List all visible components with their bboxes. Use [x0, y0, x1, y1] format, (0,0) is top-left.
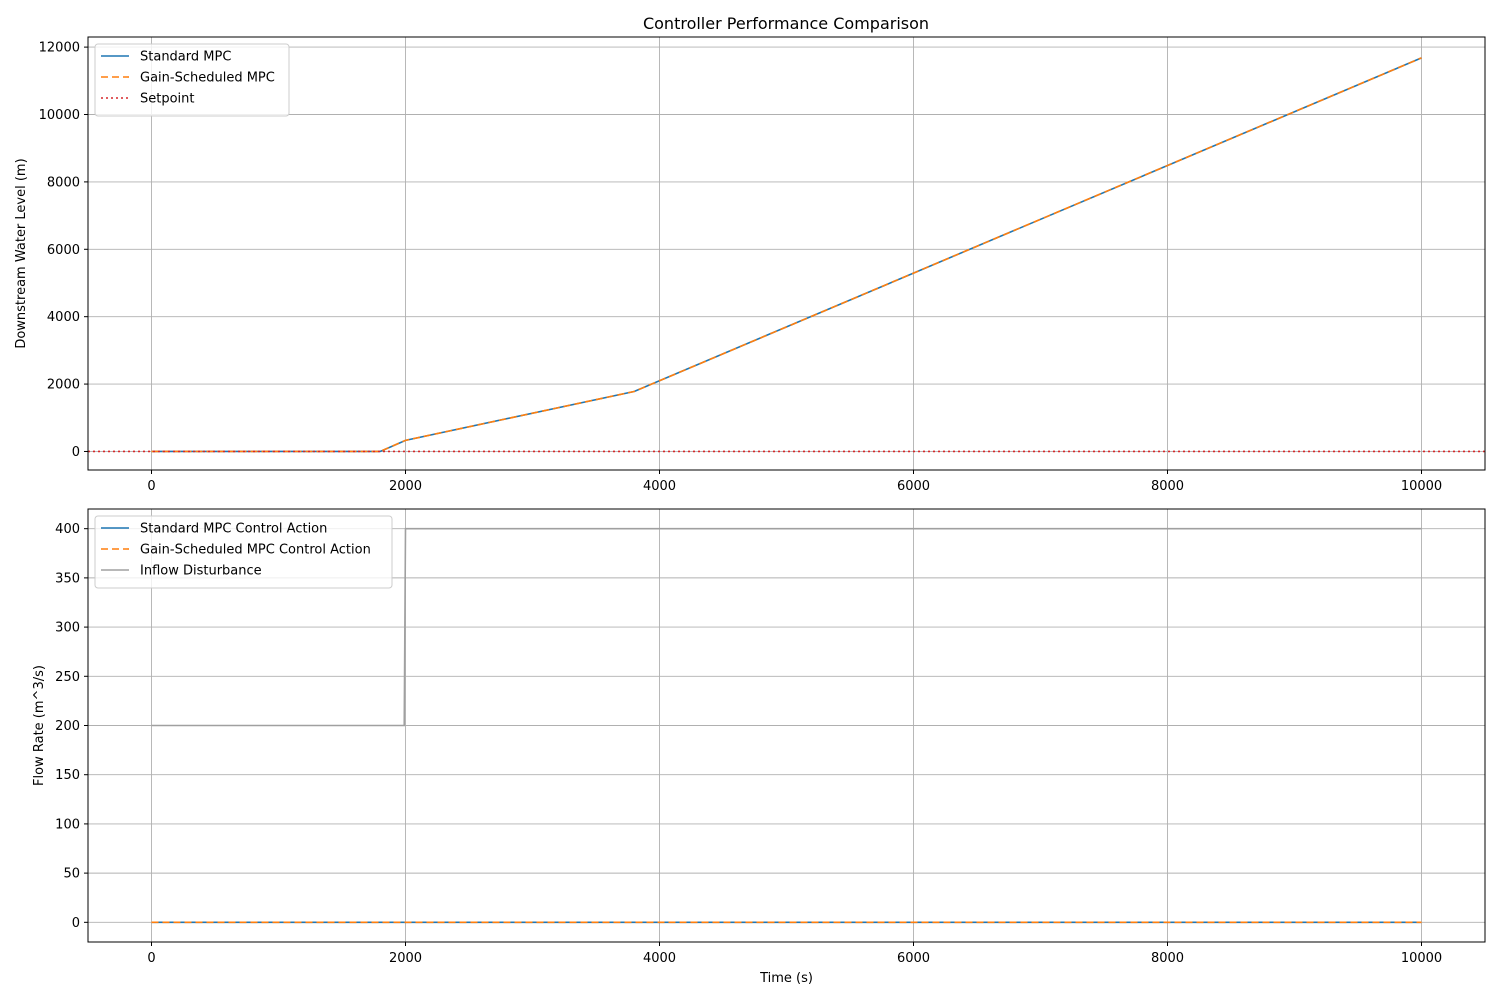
y-tick-label: 10000 — [39, 108, 80, 123]
y-tick-label: 400 — [55, 522, 80, 537]
legend-label: Inflow Disturbance — [140, 564, 262, 579]
y-tick-label: 150 — [55, 768, 80, 783]
legend-label: Standard MPC — [140, 50, 231, 65]
x-tick-label: 8000 — [1151, 951, 1184, 966]
series-line-0-1 — [151, 57, 1422, 453]
y-axis-label: Flow Rate (m^3/s) — [32, 665, 47, 786]
y-tick-label: 0 — [72, 916, 80, 931]
legend-box — [94, 515, 393, 589]
y-tick-label: 100 — [55, 817, 80, 832]
x-tick-label: 0 — [147, 479, 155, 494]
y-tick-label: 300 — [55, 621, 80, 636]
x-tick-label: 2000 — [389, 951, 422, 966]
y-tick-label: 4000 — [47, 310, 80, 325]
y-tick-label: 6000 — [47, 243, 80, 258]
x-tick-label: 6000 — [897, 951, 930, 966]
bottom-panel: 0 2000 4000 6000 8000 10000 0 50 100 150 200 250 300… — [32, 508, 1486, 986]
y-tick-label: 8000 — [47, 175, 80, 190]
x-tick-label: 6000 — [897, 479, 930, 494]
x-tick-label: 4000 — [643, 951, 676, 966]
y-tick-label: 50 — [63, 867, 80, 882]
x-tick-label: 10000 — [1401, 951, 1442, 966]
y-tick-label: 250 — [55, 670, 80, 685]
legend-label: Gain-Scheduled MPC — [140, 71, 275, 86]
legend-label: Standard MPC Control Action — [140, 522, 327, 537]
legend-label: Setpoint — [140, 92, 195, 107]
y-tick-label: 200 — [55, 719, 80, 734]
x-tick-label: 8000 — [1151, 479, 1184, 494]
x-tick-label: 4000 — [643, 479, 676, 494]
y-tick-label: 2000 — [47, 378, 80, 393]
legend-box — [94, 43, 290, 117]
top-panel: 0 2000 4000 6000 8000 10000 0 2000 4000 6000 8000 1… — [14, 36, 1486, 494]
y-tick-label: 12000 — [39, 41, 80, 56]
series-line-1-2 — [151, 527, 1422, 727]
x-tick-label: 0 — [147, 951, 155, 966]
chart-title: Controller Performance Comparison — [643, 14, 929, 33]
y-tick-label: 0 — [72, 445, 80, 460]
axes-frame — [87, 36, 1486, 471]
y-axis-label: Downstream Water Level (m) — [14, 158, 29, 348]
x-axis-label: Time (s) — [759, 971, 813, 986]
y-tick-label: 350 — [55, 571, 80, 586]
x-tick-label: 2000 — [389, 479, 422, 494]
legend-label: Gain-Scheduled MPC Control Action — [140, 543, 371, 558]
x-tick-label: 10000 — [1401, 479, 1442, 494]
